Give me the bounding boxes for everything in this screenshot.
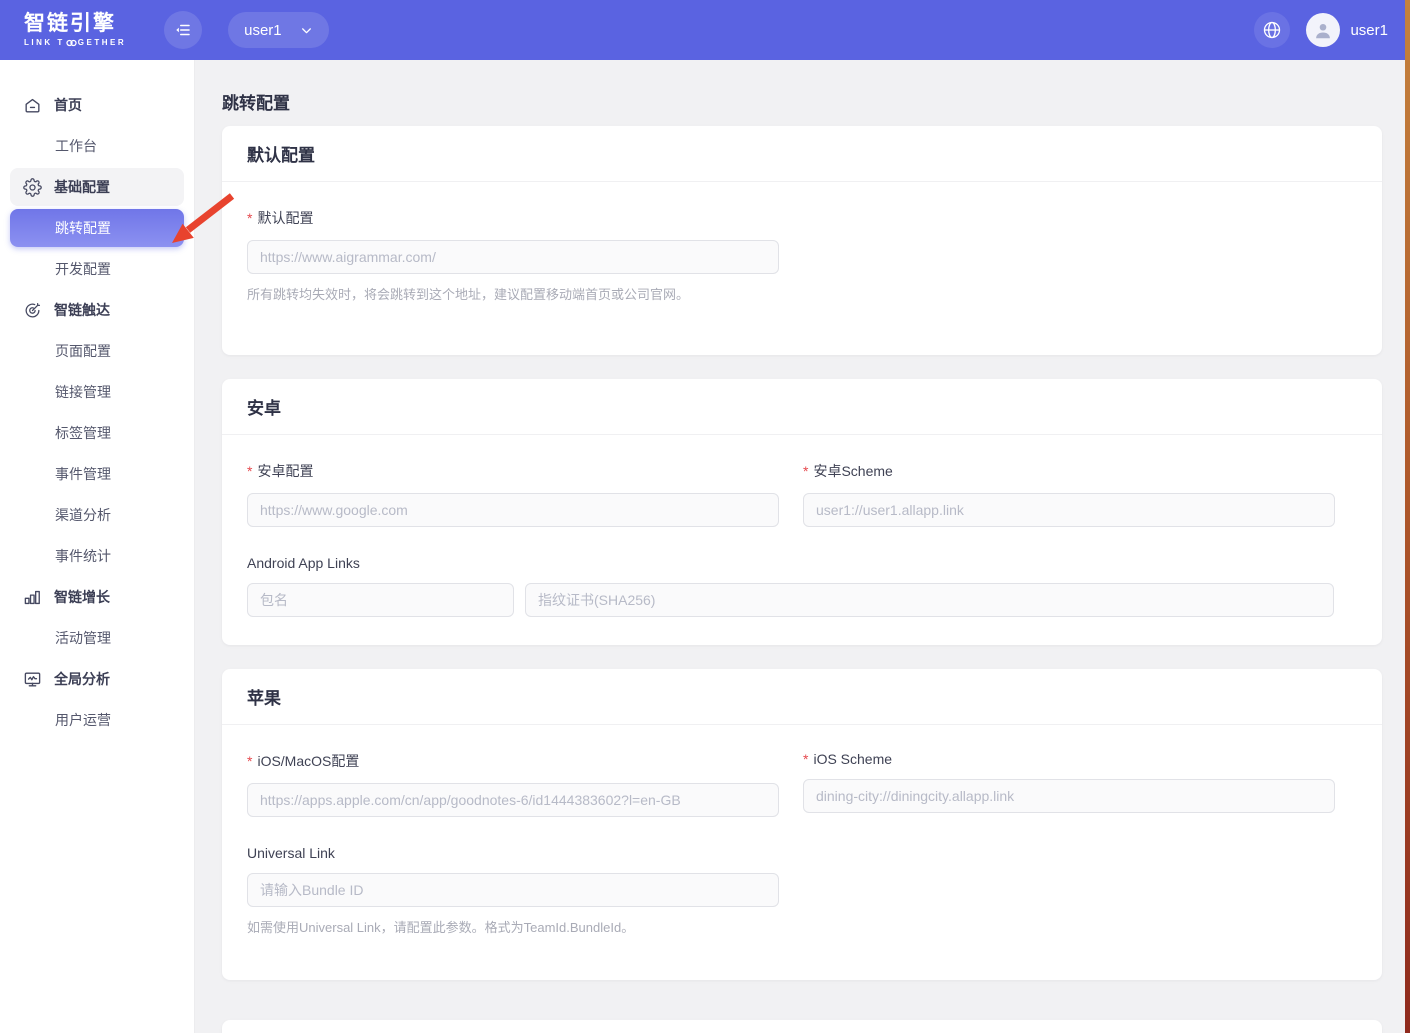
logo-title: 智链引擎 [24, 12, 116, 35]
globe-icon [1264, 21, 1281, 39]
windows-card: Windows [222, 1020, 1382, 1033]
sidebar-item-dev-config[interactable]: 开发配置 [10, 250, 184, 288]
user-name: user1 [1350, 21, 1388, 39]
avatar [1306, 13, 1341, 47]
monitor-icon [22, 669, 42, 689]
user-menu[interactable]: user1 [1306, 13, 1388, 47]
sidebar-item-redirect-config[interactable]: 跳转配置 [10, 209, 184, 247]
sidebar-nav: 首页 工作台 基础配置 跳转配置 开发配置 智链触达 页面配置 [0, 60, 195, 1033]
sidebar-item-label: 活动管理 [55, 630, 111, 646]
required-mark: * [247, 753, 253, 769]
sidebar-item-label: 智链增长 [54, 589, 110, 605]
sidebar-item-tag-management[interactable]: 标签管理 [10, 414, 184, 452]
sidebar-item-label: 页面配置 [55, 343, 111, 359]
sidebar-item-home[interactable]: 首页 [10, 86, 184, 124]
sidebar-item-label: 开发配置 [55, 261, 111, 277]
sidebar-item-label: 用户运营 [55, 712, 111, 728]
field-label-ios-scheme: * iOS Scheme [803, 751, 893, 767]
language-button[interactable] [1254, 12, 1291, 48]
sidebar-item-label: 链接管理 [55, 384, 111, 400]
required-mark: * [247, 463, 253, 479]
chain-link-icon [66, 39, 77, 46]
sidebar-item-label: 全局分析 [54, 671, 110, 687]
sidebar-item-event-management[interactable]: 事件管理 [10, 455, 184, 493]
sidebar-item-page-config[interactable]: 页面配置 [10, 332, 184, 370]
person-icon [1316, 23, 1331, 39]
workspace-selector[interactable]: user1 [228, 12, 329, 48]
main-content: 跳转配置 默认配置 * 默认配置 所有跳转均失效时，将会跳转到这个地址，建议配置… [195, 60, 1410, 1033]
default-url-input[interactable] [247, 240, 779, 274]
field-label-android-config: * 安卓配置 [247, 463, 314, 479]
sidebar-item-label: 跳转配置 [55, 220, 111, 236]
ios-url-input[interactable] [247, 783, 779, 817]
app-logo: 智链引擎 LINK T GETHER [24, 12, 127, 48]
android-package-input[interactable] [247, 583, 514, 617]
sidebar-item-label: 事件管理 [55, 466, 111, 482]
field-label-universal-link: Universal Link [247, 845, 335, 861]
field-label-ios-config: * iOS/MacOS配置 [247, 753, 360, 769]
page-title: 跳转配置 [222, 94, 290, 113]
field-label-android-scheme: * 安卓Scheme [803, 463, 893, 479]
card-title: 安卓 [222, 379, 1382, 435]
sidebar-item-label: 事件统计 [55, 548, 111, 564]
sidebar-item-label: 智链触达 [54, 302, 110, 318]
sidebar-item-label: 渠道分析 [55, 507, 111, 523]
required-mark: * [803, 463, 809, 479]
ios-scheme-input[interactable] [803, 779, 1335, 813]
sidebar-item-link-management[interactable]: 链接管理 [10, 373, 184, 411]
default-config-card: 默认配置 * 默认配置 所有跳转均失效时，将会跳转到这个地址，建议配置移动端首页… [222, 126, 1382, 355]
required-mark: * [803, 751, 809, 767]
sidebar-item-growth[interactable]: 智链增长 [10, 578, 184, 616]
apple-card: 苹果 * iOS/MacOS配置 * iOS Scheme [222, 669, 1382, 980]
android-url-input[interactable] [247, 493, 779, 527]
bar-chart-icon [22, 587, 42, 607]
universal-link-hint: 如需使用Universal Link，请配置此参数。格式为TeamId.Bund… [247, 920, 635, 935]
universal-link-input[interactable] [247, 873, 779, 907]
sidebar-item-label: 首页 [54, 97, 82, 113]
card-title: 默认配置 [222, 126, 1382, 182]
field-label-default: * 默认配置 [247, 210, 314, 226]
gear-icon [22, 177, 42, 197]
android-card: 安卓 * 安卓配置 * 安卓Scheme [222, 379, 1382, 645]
required-mark: * [247, 210, 253, 226]
screen-edge-strip [1405, 0, 1410, 1033]
chevron-down-icon [301, 27, 311, 33]
sidebar-collapse-button[interactable] [164, 11, 203, 49]
sidebar-item-label: 工作台 [55, 138, 97, 154]
sidebar-item-user-operation[interactable]: 用户运营 [10, 701, 184, 739]
sidebar-item-basic-config[interactable]: 基础配置 [10, 168, 184, 206]
sidebar-item-channel-analysis[interactable]: 渠道分析 [10, 496, 184, 534]
field-label-app-links: Android App Links [247, 555, 360, 571]
target-icon [22, 300, 42, 320]
sidebar-item-global-analysis[interactable]: 全局分析 [10, 660, 184, 698]
app-header: 智链引擎 LINK T GETHER user1 [0, 0, 1410, 60]
card-title: 苹果 [222, 669, 1382, 725]
sidebar-item-label: 基础配置 [54, 179, 110, 195]
android-fingerprint-input[interactable] [525, 583, 1334, 617]
sidebar-item-label: 标签管理 [55, 425, 111, 441]
android-scheme-input[interactable] [803, 493, 1335, 527]
workspace-name: user1 [244, 21, 282, 39]
menu-fold-icon [176, 24, 190, 36]
sidebar-item-event-stats[interactable]: 事件统计 [10, 537, 184, 575]
home-icon [22, 95, 42, 115]
logo-subtitle: LINK T GETHER [24, 38, 127, 47]
default-config-hint: 所有跳转均失效时，将会跳转到这个地址，建议配置移动端首页或公司官网。 [247, 287, 690, 302]
sidebar-item-workbench[interactable]: 工作台 [10, 127, 184, 165]
sidebar-item-reach[interactable]: 智链触达 [10, 291, 184, 329]
sidebar-item-activity-management[interactable]: 活动管理 [10, 619, 184, 657]
